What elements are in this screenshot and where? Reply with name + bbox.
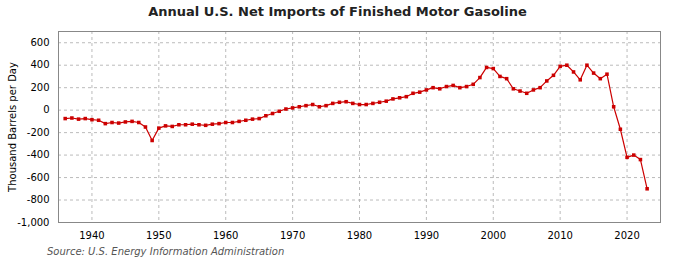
svg-text:1980: 1980 — [347, 230, 372, 241]
svg-text:2000: 2000 — [481, 230, 506, 241]
svg-text:Thousand Barrels per Day: Thousand Barrels per Day — [7, 62, 18, 193]
svg-text:1950: 1950 — [146, 230, 171, 241]
svg-text:-400: -400 — [27, 149, 50, 160]
html-text:Source: U.S. Energy Informatio: Source: U.S. Energy Information Administ… — [47, 246, 285, 257]
svg-text:600: 600 — [30, 37, 49, 48]
svg-text:-600: -600 — [27, 172, 50, 183]
svg-text:1960: 1960 — [213, 230, 238, 241]
svg-text:400: 400 — [30, 59, 49, 70]
svg-text:2020: 2020 — [614, 230, 639, 241]
svg-text:0: 0 — [43, 104, 49, 115]
svg-text:-200: -200 — [27, 127, 50, 138]
html-text:Annual U.S. Net Imports of Fin: Annual U.S. Net Imports of Finished Moto… — [148, 4, 527, 19]
svg-text:1970: 1970 — [280, 230, 305, 241]
svg-text:-1,000: -1,000 — [17, 217, 49, 228]
svg-text:200: 200 — [30, 82, 49, 93]
svg-text:-800: -800 — [27, 194, 50, 205]
svg-text:1940: 1940 — [79, 230, 104, 241]
svg-text:2010: 2010 — [547, 230, 572, 241]
svg-text:1990: 1990 — [414, 230, 439, 241]
